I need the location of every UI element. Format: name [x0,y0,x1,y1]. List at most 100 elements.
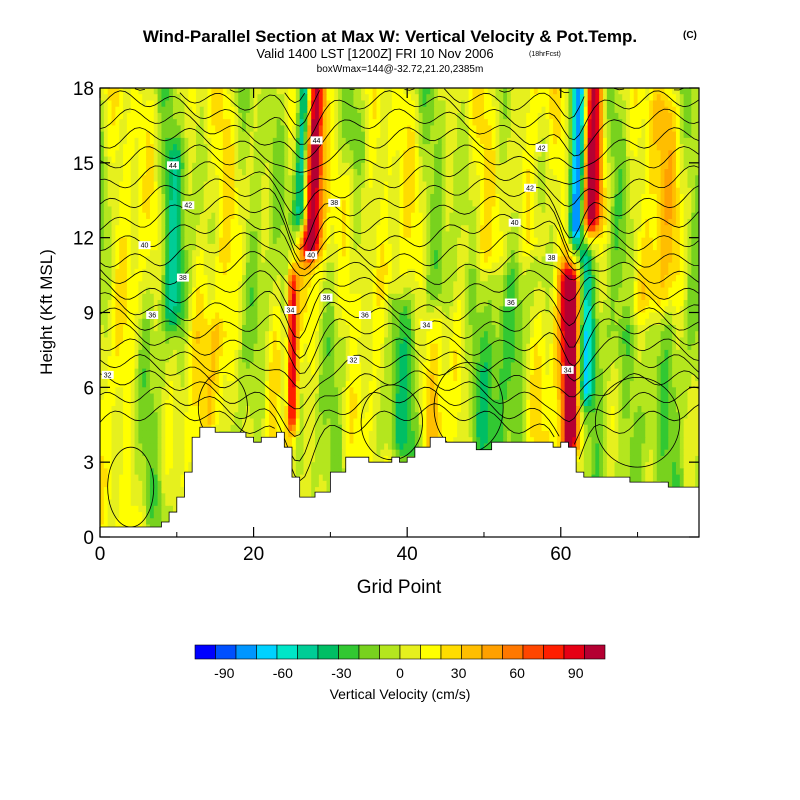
title-mark: (C) [683,30,697,41]
heatmap-cell [107,131,113,139]
heatmap-cell [195,119,201,127]
heatmap-cell [591,256,596,264]
heatmap-cell [533,206,539,214]
heatmap-cell [372,275,378,282]
heatmap-cell [349,212,355,220]
heatmap-cell [361,262,366,270]
heatmap-cell [341,181,347,189]
heatmap-cell [242,100,247,108]
heatmap-cell [211,187,216,195]
heatmap-cell [376,250,381,257]
heatmap-cell [288,268,293,276]
heatmap-cell [579,243,585,251]
heatmap-cell [134,131,139,139]
heatmap-cell [518,187,523,195]
heatmap-cell [507,125,512,133]
heatmap-cell [660,231,666,239]
heatmap-cell [460,187,466,195]
heatmap-cell [215,275,220,282]
heatmap-cell [591,131,596,139]
heatmap-cell [595,243,600,251]
heatmap-cell [330,181,335,189]
heatmap-cell [165,200,170,208]
heatmap-cell [276,175,282,183]
heatmap-cell [307,218,312,226]
heatmap-cell [207,206,212,214]
heatmap-cell [460,106,466,114]
heatmap-cell [668,212,673,220]
heatmap-cell [134,175,139,183]
heatmap-cell [280,250,285,257]
heatmap-cell [618,218,623,226]
heatmap-cell [691,212,696,220]
heatmap-cell [341,218,347,226]
heatmap-cell [472,194,477,201]
heatmap-cell [111,200,116,208]
heatmap-cell [146,218,151,226]
heatmap-cell [169,181,174,189]
heatmap-cell [119,94,124,102]
heatmap-cell [103,94,109,102]
heatmap-cell [399,112,404,120]
heatmap-cell [472,150,477,158]
heatmap-cell [134,187,139,195]
heatmap-cell [426,156,431,164]
heatmap-cell [553,137,558,145]
heatmap-cell [265,125,270,133]
heatmap-cell [284,187,289,195]
heatmap-cell [372,144,378,151]
heatmap-cell [276,250,282,257]
heatmap-cell [514,162,520,170]
heatmap-cell [391,125,397,133]
heatmap-cell [414,150,420,158]
heatmap-cell [476,256,481,264]
heatmap-cell [614,150,619,158]
heatmap-cell [422,119,427,127]
heatmap-cell [687,169,692,176]
heatmap-cell [480,187,485,195]
heatmap-cell [606,100,612,108]
heatmap-cell [134,237,139,245]
heatmap-cell [610,181,616,189]
heatmap-cell [272,275,278,282]
heatmap-cell [549,212,554,220]
heatmap-cell [629,169,635,176]
heatmap-cell [153,206,159,214]
heatmap-cell [603,250,608,257]
heatmap-cell [503,150,508,158]
heatmap-cell [480,275,485,282]
heatmap-cell [560,94,566,102]
heatmap-cell [633,281,639,289]
heatmap-cell [464,94,470,102]
heatmap-cell [180,106,186,114]
heatmap-cell [422,212,427,220]
heatmap-cell [633,218,639,226]
heatmap-cell [510,268,516,276]
heatmap-cell [299,206,305,214]
heatmap-cell [149,225,155,233]
heatmap-cell [510,156,516,164]
heatmap-cell [349,243,355,251]
heatmap-cell [219,106,224,114]
heatmap-cell [503,169,508,176]
heatmap-cell [238,262,243,270]
heatmap-cell [265,250,270,257]
heatmap-cell [576,218,581,226]
heatmap-cell [353,88,358,95]
heatmap-cell [169,175,174,183]
heatmap-cell [311,187,316,195]
heatmap-cell [576,144,581,151]
heatmap-cell [307,137,312,145]
heatmap-cell [633,268,639,276]
heatmap-cell [207,250,212,257]
heatmap-cell [449,162,454,170]
heatmap-cell [318,144,324,151]
heatmap-cell [265,194,270,201]
heatmap-cell [268,225,274,233]
heatmap-cell [587,88,593,95]
heatmap-cell [222,262,228,270]
heatmap-cell [234,181,239,189]
heatmap-cell [537,106,543,114]
heatmap-cell [161,194,166,201]
heatmap-cell [230,162,235,170]
